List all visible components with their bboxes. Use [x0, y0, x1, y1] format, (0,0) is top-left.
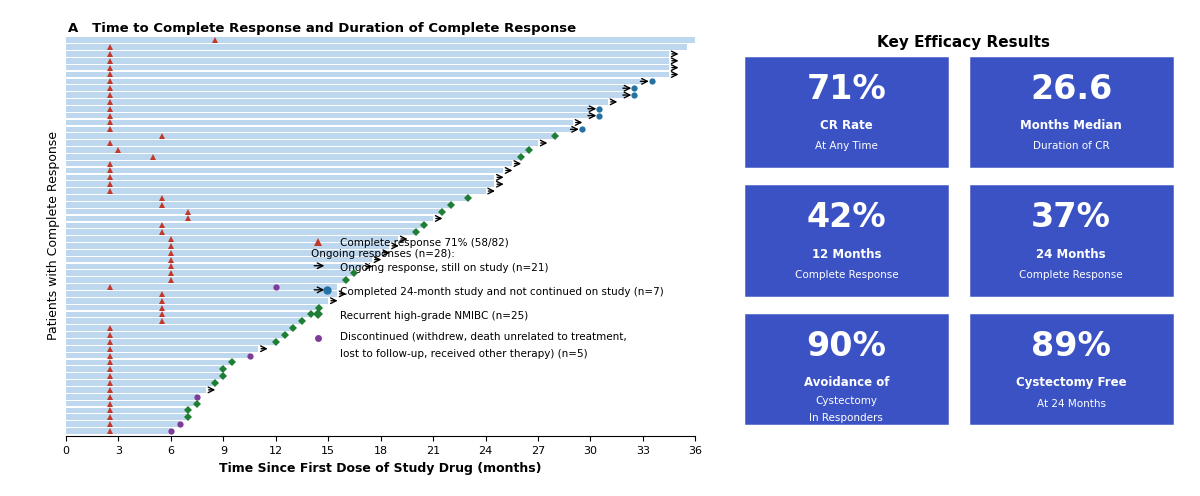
Text: In Responders: In Responders — [810, 414, 883, 424]
Text: CR Rate: CR Rate — [820, 120, 872, 132]
Bar — [66, 126, 572, 132]
FancyBboxPatch shape — [743, 184, 949, 298]
Text: At 24 Months: At 24 Months — [1037, 398, 1105, 409]
Bar — [66, 428, 170, 434]
Bar — [66, 161, 511, 167]
Bar — [66, 120, 572, 125]
Bar — [66, 257, 372, 262]
X-axis label: Time Since First Dose of Study Drug (months): Time Since First Dose of Study Drug (mon… — [220, 462, 542, 475]
Bar — [66, 85, 625, 91]
FancyBboxPatch shape — [967, 184, 1175, 298]
Bar — [66, 380, 215, 386]
Bar — [66, 195, 468, 201]
Bar — [66, 147, 529, 153]
Bar — [66, 387, 206, 393]
Text: Cystectomy: Cystectomy — [815, 396, 877, 406]
Text: Ongoing responses (n=28):: Ongoing responses (n=28): — [312, 248, 455, 259]
Bar — [66, 408, 188, 413]
Bar — [66, 209, 442, 214]
Bar — [66, 236, 398, 242]
Text: 37%: 37% — [1031, 201, 1111, 234]
Bar — [66, 394, 197, 399]
Bar — [66, 360, 232, 365]
Bar — [66, 113, 590, 119]
Text: Duration of CR: Duration of CR — [1033, 141, 1110, 151]
Bar — [66, 44, 686, 50]
Bar — [66, 401, 197, 406]
Bar — [66, 277, 346, 283]
Bar — [66, 250, 380, 255]
Bar — [66, 216, 433, 221]
Text: lost to follow-up, received other therapy) (n=5): lost to follow-up, received other therap… — [340, 349, 587, 359]
Text: 24 Months: 24 Months — [1037, 248, 1106, 261]
Bar — [66, 367, 223, 372]
Text: Complete Response: Complete Response — [794, 270, 898, 280]
Bar — [66, 175, 494, 180]
Bar — [66, 65, 670, 70]
Bar — [66, 243, 390, 248]
Text: Months Median: Months Median — [1020, 120, 1122, 132]
Bar — [66, 72, 670, 77]
Bar — [66, 133, 556, 139]
Bar — [66, 168, 503, 173]
Bar — [66, 264, 364, 269]
FancyBboxPatch shape — [743, 312, 949, 427]
Bar — [66, 188, 486, 194]
Bar — [66, 373, 223, 379]
Text: Complete response 71% (58/82): Complete response 71% (58/82) — [340, 238, 509, 248]
Text: 71%: 71% — [806, 72, 887, 106]
FancyBboxPatch shape — [967, 55, 1175, 169]
Text: Discontinued (withdrew, death unrelated to treatment,: Discontinued (withdrew, death unrelated … — [340, 331, 626, 341]
Bar — [66, 58, 670, 63]
Bar — [66, 318, 302, 324]
Bar — [66, 92, 625, 98]
Bar — [66, 346, 258, 352]
Text: Avoidance of: Avoidance of — [804, 376, 889, 389]
Bar — [66, 37, 704, 43]
Text: Completed 24-month study and not continued on study (n=7): Completed 24-month study and not continu… — [340, 287, 664, 297]
Text: Ongoing response, still on study (n=21): Ongoing response, still on study (n=21) — [340, 263, 548, 273]
Text: 42%: 42% — [806, 201, 886, 234]
Bar — [66, 298, 329, 304]
Bar — [66, 182, 494, 187]
Bar — [66, 51, 670, 57]
Bar — [66, 325, 293, 331]
Bar — [66, 353, 250, 359]
Bar — [66, 202, 450, 207]
Text: A   Time to Complete Response and Duration of Complete Response: A Time to Complete Response and Duration… — [68, 22, 576, 35]
Bar — [66, 332, 284, 338]
Y-axis label: Patients with Complete Response: Patients with Complete Response — [48, 131, 60, 340]
Bar — [66, 229, 415, 235]
Text: Complete Response: Complete Response — [1019, 270, 1123, 280]
Bar — [66, 78, 643, 84]
Text: Recurrent high-grade NMIBC (n=25): Recurrent high-grade NMIBC (n=25) — [340, 311, 528, 321]
Text: 89%: 89% — [1031, 330, 1111, 363]
Bar — [66, 421, 180, 427]
Bar — [66, 140, 538, 146]
Bar — [66, 223, 425, 228]
FancyBboxPatch shape — [743, 55, 949, 169]
FancyBboxPatch shape — [967, 312, 1175, 427]
Bar — [66, 284, 337, 290]
Bar — [66, 99, 608, 105]
Text: 26.6: 26.6 — [1030, 72, 1112, 106]
Bar — [66, 305, 319, 310]
Bar — [66, 291, 337, 297]
Bar — [66, 415, 188, 420]
Bar — [66, 154, 521, 160]
Bar — [66, 270, 354, 276]
Bar — [66, 106, 590, 112]
Bar — [66, 339, 276, 345]
Text: Key Efficacy Results: Key Efficacy Results — [877, 35, 1050, 50]
Text: Cystectomy Free: Cystectomy Free — [1016, 376, 1127, 389]
Text: 90%: 90% — [806, 330, 887, 363]
Text: 12 Months: 12 Months — [811, 248, 881, 261]
Bar — [66, 311, 311, 317]
Text: At Any Time: At Any Time — [815, 141, 878, 151]
